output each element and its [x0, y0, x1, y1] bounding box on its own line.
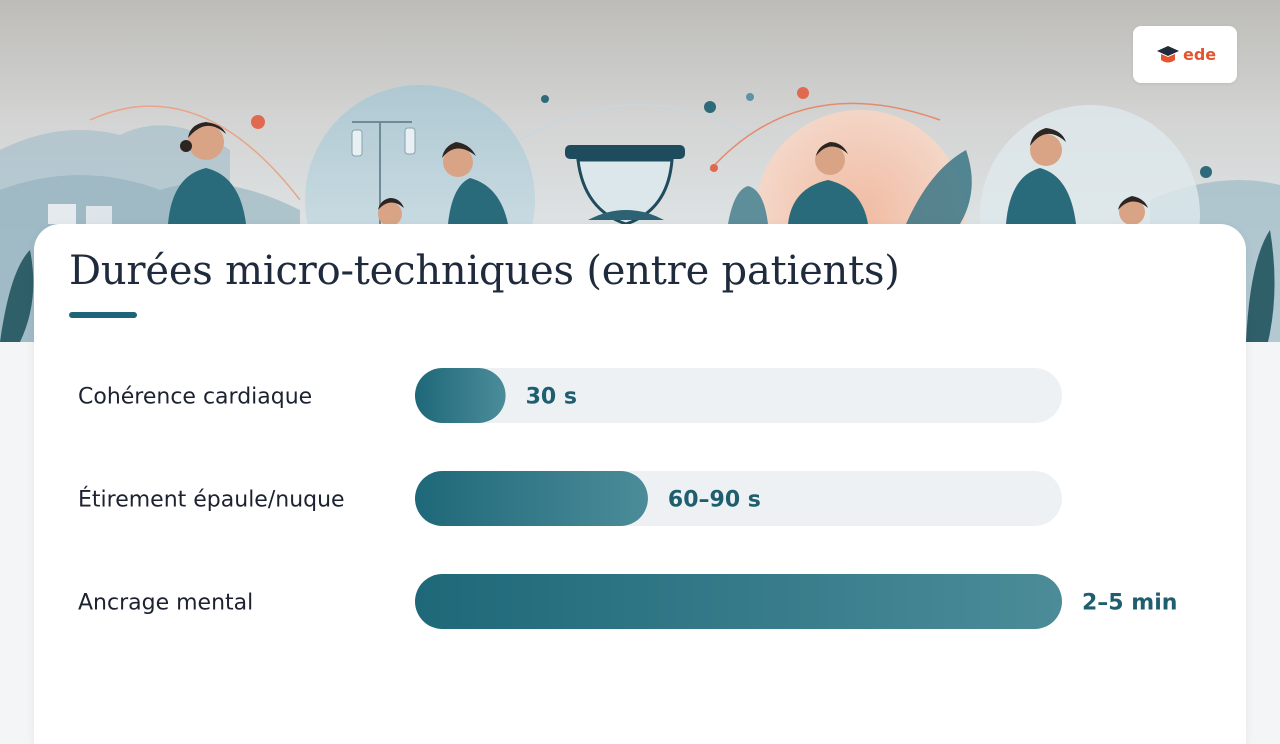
- value-label: 30 s: [526, 385, 577, 410]
- bar: [415, 471, 648, 526]
- value-label: 2–5 min: [1082, 591, 1177, 616]
- category-label: Étirement épaule/nuque: [78, 487, 345, 513]
- bar: [415, 368, 506, 423]
- chart-card: Durées micro-techniques (entre patients)…: [34, 224, 1246, 744]
- graduation-cap-logo-icon: ede: [1157, 45, 1216, 64]
- title-underline: [69, 312, 137, 318]
- category-label: Ancrage mental: [78, 591, 253, 616]
- bar-track: [415, 368, 1062, 423]
- logo-text: ede: [1183, 45, 1216, 64]
- page-title: Durées micro-techniques (entre patients): [69, 248, 900, 294]
- category-label: Cohérence cardiaque: [78, 385, 312, 410]
- duration-bar-chart: Cohérence cardiaque 30 s Étirement épaule/…: [78, 368, 1177, 629]
- value-label: 60–90 s: [668, 488, 761, 513]
- bar: [415, 574, 1062, 629]
- ede-logo: ede: [1133, 26, 1237, 83]
